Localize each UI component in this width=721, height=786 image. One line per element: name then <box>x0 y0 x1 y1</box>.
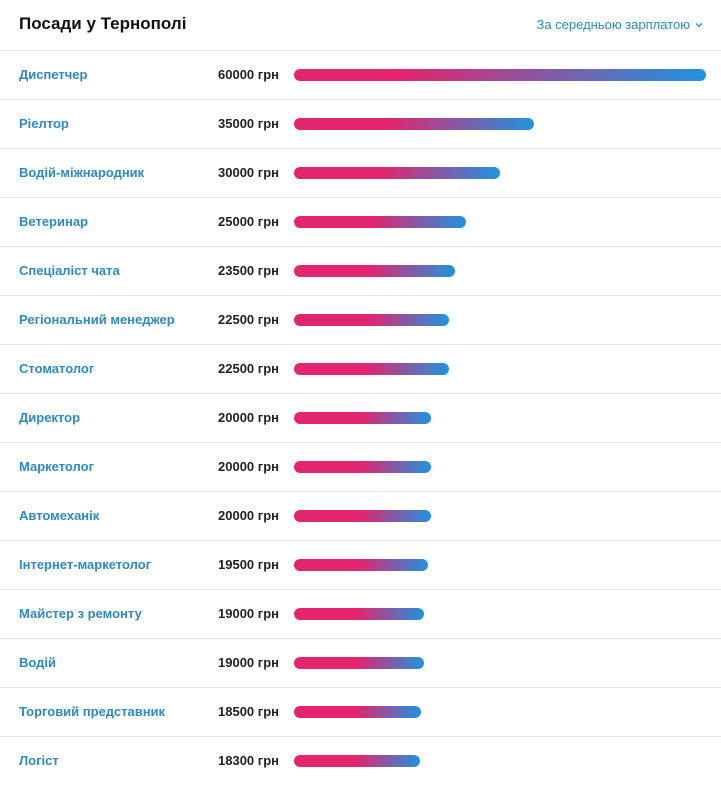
table-row: Логіст 18300 грн <box>0 737 721 786</box>
page-title: Посади у Тернополі <box>19 14 187 33</box>
salary-bar <box>294 118 534 130</box>
salary-bar <box>294 216 466 228</box>
job-title-link[interactable]: Логіст <box>19 753 59 768</box>
job-title-link[interactable]: Диспетчер <box>19 67 88 82</box>
table-row: Інтернет-маркетолог 19500 грн <box>0 541 721 590</box>
table-row: Водій 19000 грн <box>0 639 721 688</box>
table-row: Ветеринар 25000 грн <box>0 198 721 247</box>
job-title-link[interactable]: Майстер з ремонту <box>19 606 142 621</box>
salary-bar <box>294 314 449 326</box>
salary-bar-chart: Диспетчер 60000 грн Ріелтор 35000 грн Водій-… <box>0 51 721 786</box>
job-title-link[interactable]: Водій-міжнародник <box>19 165 145 180</box>
salary-value: 19000 грн <box>218 606 279 621</box>
table-row: Водій-міжнародник 30000 грн <box>0 149 721 198</box>
salary-value: 18500 грн <box>218 704 279 719</box>
salary-value: 23500 грн <box>218 263 279 278</box>
table-row: Маркетолог 20000 грн <box>0 443 721 492</box>
salary-value: 18300 грн <box>218 753 279 768</box>
sort-dropdown[interactable]: За середньою зарплатою <box>536 17 704 32</box>
table-row: Ріелтор 35000 грн <box>0 100 721 149</box>
salary-value: 30000 грн <box>218 165 279 180</box>
job-title-link[interactable]: Інтернет-маркетолог <box>19 557 152 572</box>
job-title-link[interactable]: Автомеханік <box>19 508 100 523</box>
table-row: Диспетчер 60000 грн <box>0 51 721 100</box>
salary-value: 22500 грн <box>218 361 279 376</box>
table-row: Стоматолог 22500 грн <box>0 345 721 394</box>
table-row: Торговий представник 18500 грн <box>0 688 721 737</box>
salary-value: 22500 грн <box>218 312 279 327</box>
salary-bar <box>294 608 424 620</box>
salary-value: 35000 грн <box>218 116 279 131</box>
job-title-link[interactable]: Спеціаліст чата <box>19 263 120 278</box>
job-title-link[interactable]: Маркетолог <box>19 459 94 474</box>
salary-value: 20000 грн <box>218 410 279 425</box>
salary-bar <box>294 461 431 473</box>
job-title-link[interactable]: Директор <box>19 410 81 425</box>
salary-bar <box>294 167 500 179</box>
salary-bar <box>294 510 431 522</box>
job-title-link[interactable]: Водій <box>19 655 57 670</box>
table-row: Регіональний менеджер 22500 грн <box>0 296 721 345</box>
job-title-link[interactable]: Торговий представник <box>19 704 166 719</box>
salary-bar <box>294 755 420 767</box>
salary-value: 20000 грн <box>218 508 279 523</box>
job-title-link[interactable]: Ветеринар <box>19 214 88 229</box>
table-row: Спеціаліст чата 23500 грн <box>0 247 721 296</box>
salary-value: 19500 грн <box>218 557 279 572</box>
table-row: Автомеханік 20000 грн <box>0 492 721 541</box>
salary-bar <box>294 363 449 375</box>
salary-value: 19000 грн <box>218 655 279 670</box>
salary-value: 20000 грн <box>218 459 279 474</box>
salary-value: 25000 грн <box>218 214 279 229</box>
salary-bar <box>294 657 424 669</box>
job-title-link[interactable]: Ріелтор <box>19 116 69 131</box>
job-title-link[interactable]: Стоматолог <box>19 361 95 376</box>
salary-bar <box>294 706 421 718</box>
chevron-down-icon <box>695 22 703 27</box>
salary-bar <box>294 69 706 81</box>
job-title-link[interactable]: Регіональний менеджер <box>19 312 175 327</box>
salary-value: 60000 грн <box>218 67 279 82</box>
table-row: Директор 20000 грн <box>0 394 721 443</box>
salary-bar <box>294 559 428 571</box>
salary-bar <box>294 265 455 277</box>
salary-bar <box>294 412 431 424</box>
card-header: Посади у Тернополі За середньою зарплато… <box>0 0 721 51</box>
sort-label: За середньою зарплатою <box>536 17 690 32</box>
table-row: Майстер з ремонту 19000 грн <box>0 590 721 639</box>
